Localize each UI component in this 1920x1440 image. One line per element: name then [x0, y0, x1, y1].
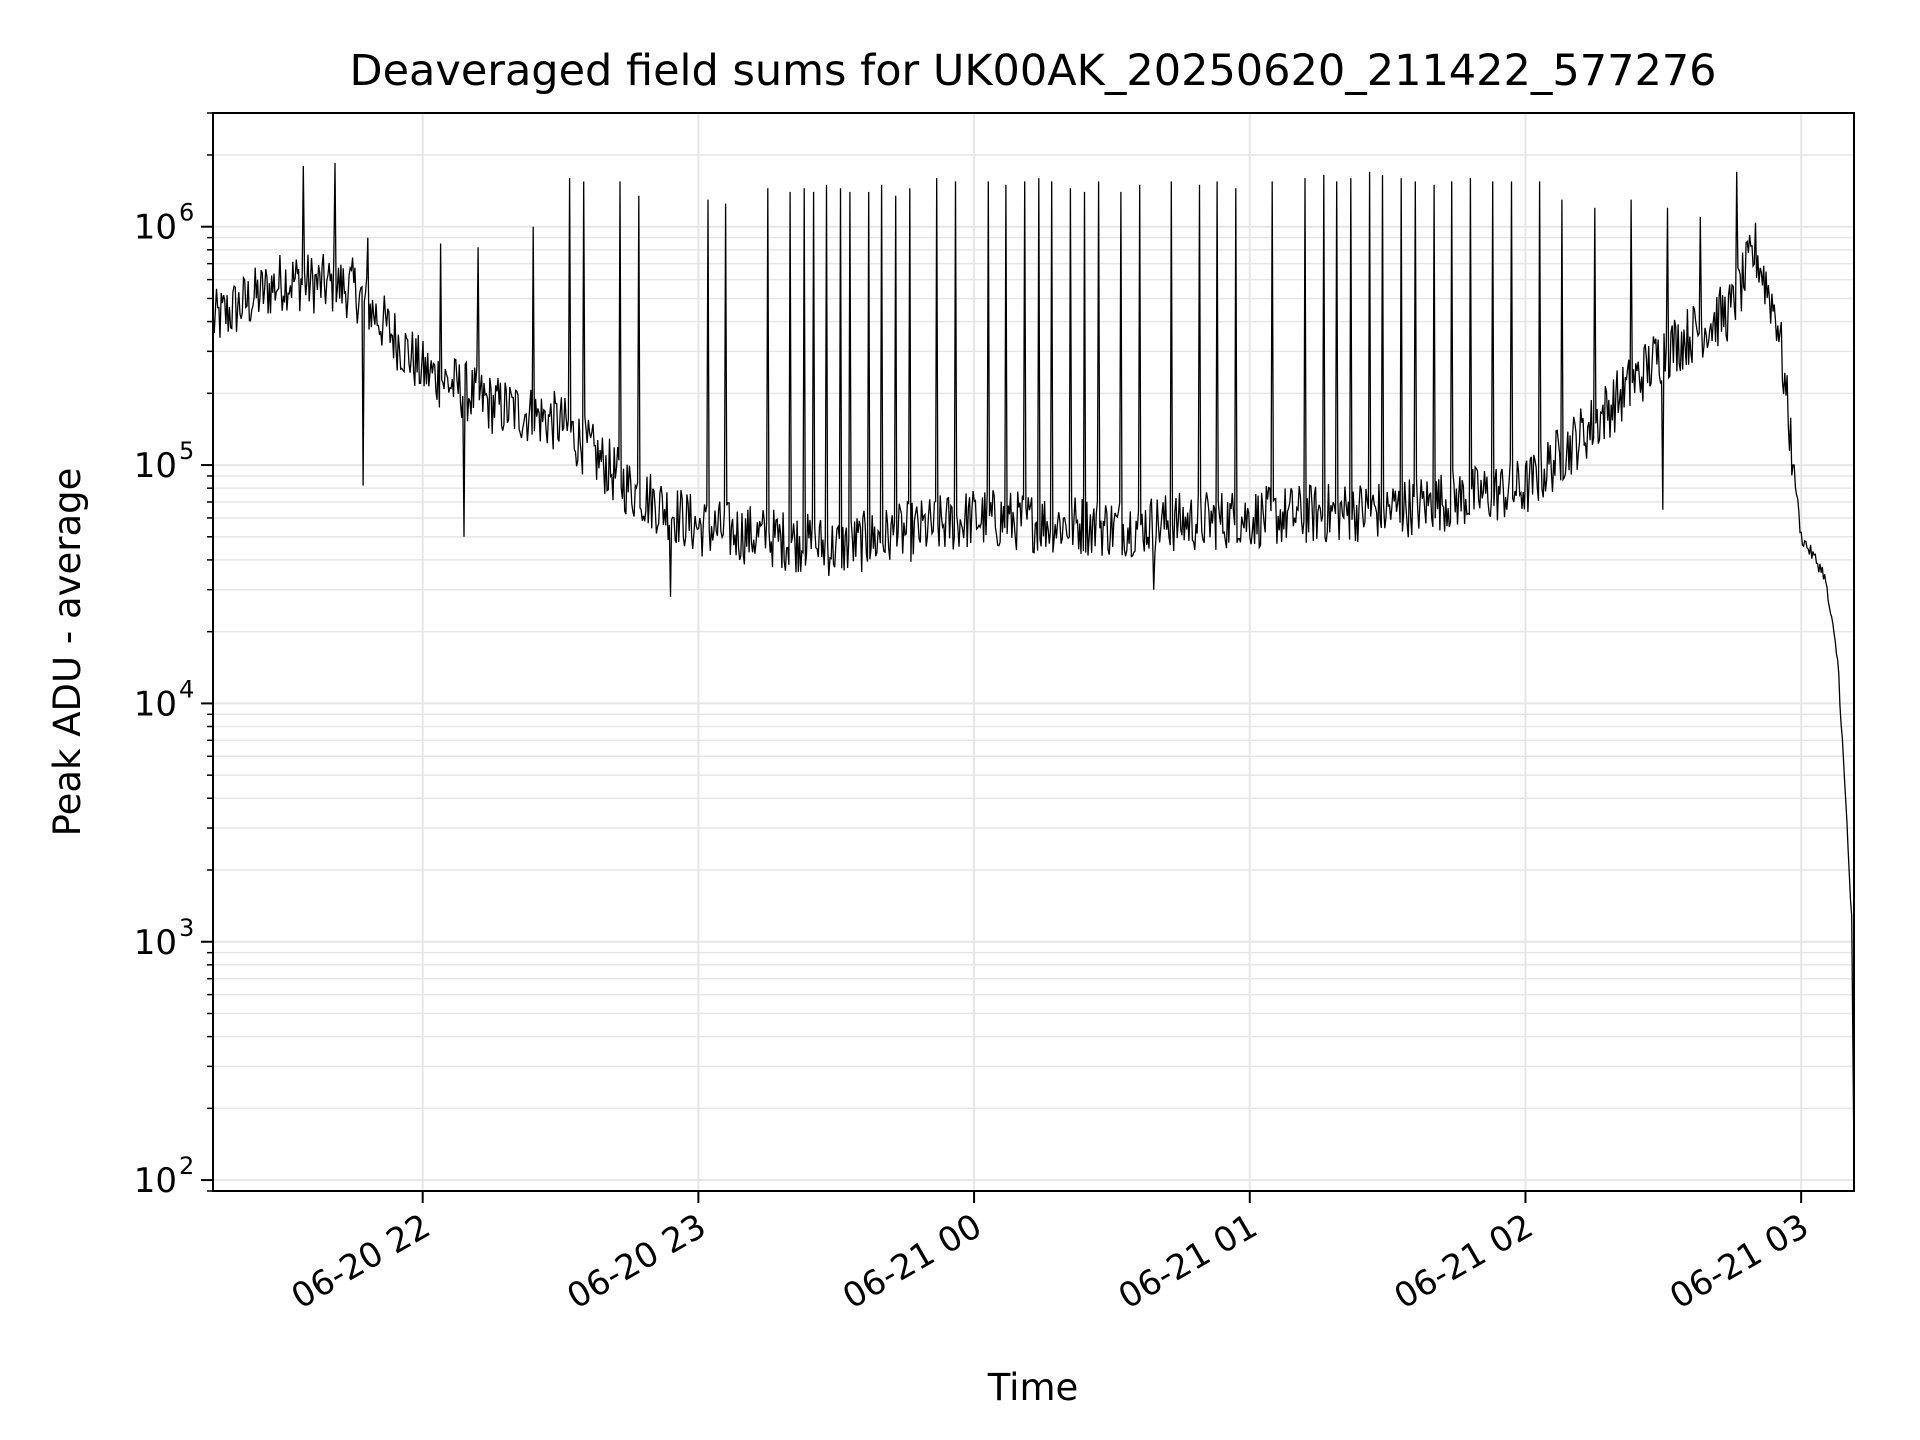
y-tick-exponent: 2: [179, 1152, 194, 1180]
plot-layer: [212, 162, 1855, 1162]
series-line: [212, 162, 1855, 1162]
grid-layer: [213, 112, 1854, 1192]
plot-frame: [212, 112, 1855, 1192]
x-axis-label: Time: [987, 1366, 1079, 1409]
y-axis-label: Peak ADU - average: [46, 468, 89, 837]
y-tick-label: 10: [134, 446, 177, 486]
chart-title: Deaveraged field sums for UK00AK_2025062…: [349, 46, 1716, 96]
y-tick-exponent: 5: [179, 437, 194, 465]
y-tick-label: 10: [134, 1161, 177, 1201]
y-tick-label: 10: [134, 684, 177, 724]
y-tick-label: 10: [134, 208, 177, 248]
y-tick-label: 10: [134, 923, 177, 963]
y-tick-exponent: 4: [179, 675, 194, 703]
y-tick-exponent: 6: [179, 199, 194, 227]
y-tick-exponent: 3: [179, 914, 194, 942]
